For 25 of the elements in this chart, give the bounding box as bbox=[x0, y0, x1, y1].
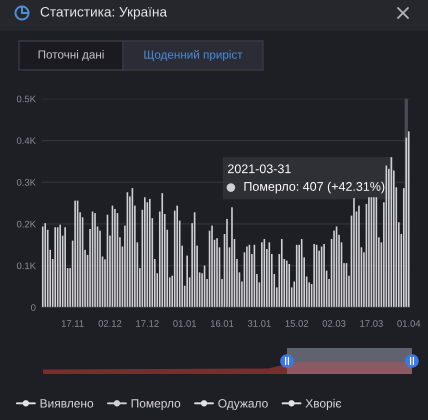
legend-label: Одужало bbox=[218, 399, 268, 410]
text: Щоденний приріст bbox=[144, 50, 242, 62]
x-tick-label: 15.02 bbox=[286, 320, 308, 327]
x-tick-label: 02.12 bbox=[98, 320, 122, 327]
x-tick-label: 17.12 bbox=[136, 320, 159, 327]
x-tick-label: 02.03 bbox=[322, 320, 346, 327]
y-tick-label: 0.2K bbox=[16, 220, 36, 228]
x-tick-label: 16.01 bbox=[210, 320, 234, 327]
x-tick-label: 31.01 bbox=[248, 320, 271, 327]
chart-title: Статистика: Україна bbox=[40, 7, 168, 20]
text: Поточні дані bbox=[38, 50, 104, 61]
y-tick-label: 0 bbox=[31, 304, 36, 311]
y-tick-label: 0.1K bbox=[16, 262, 36, 270]
legend-label: Виявлено bbox=[40, 399, 94, 408]
x-tick-label: 01.04 bbox=[397, 320, 420, 327]
annotation: Померло: 407 (+42.31%) bbox=[244, 182, 384, 194]
y-tick-label: 0.5K bbox=[16, 96, 36, 102]
x-tick-label: 01.01 bbox=[173, 320, 196, 327]
annotation: 2021-03-31 bbox=[228, 164, 291, 174]
x-tick-label: 17.03 bbox=[360, 320, 383, 327]
y-tick-label: 0.3K bbox=[16, 179, 36, 186]
legend-label: Померло bbox=[132, 399, 180, 410]
legend-label: Хворіє bbox=[306, 398, 342, 410]
x-tick-label: 17.11 bbox=[62, 320, 84, 327]
y-tick-label: 0.4K bbox=[16, 137, 36, 144]
